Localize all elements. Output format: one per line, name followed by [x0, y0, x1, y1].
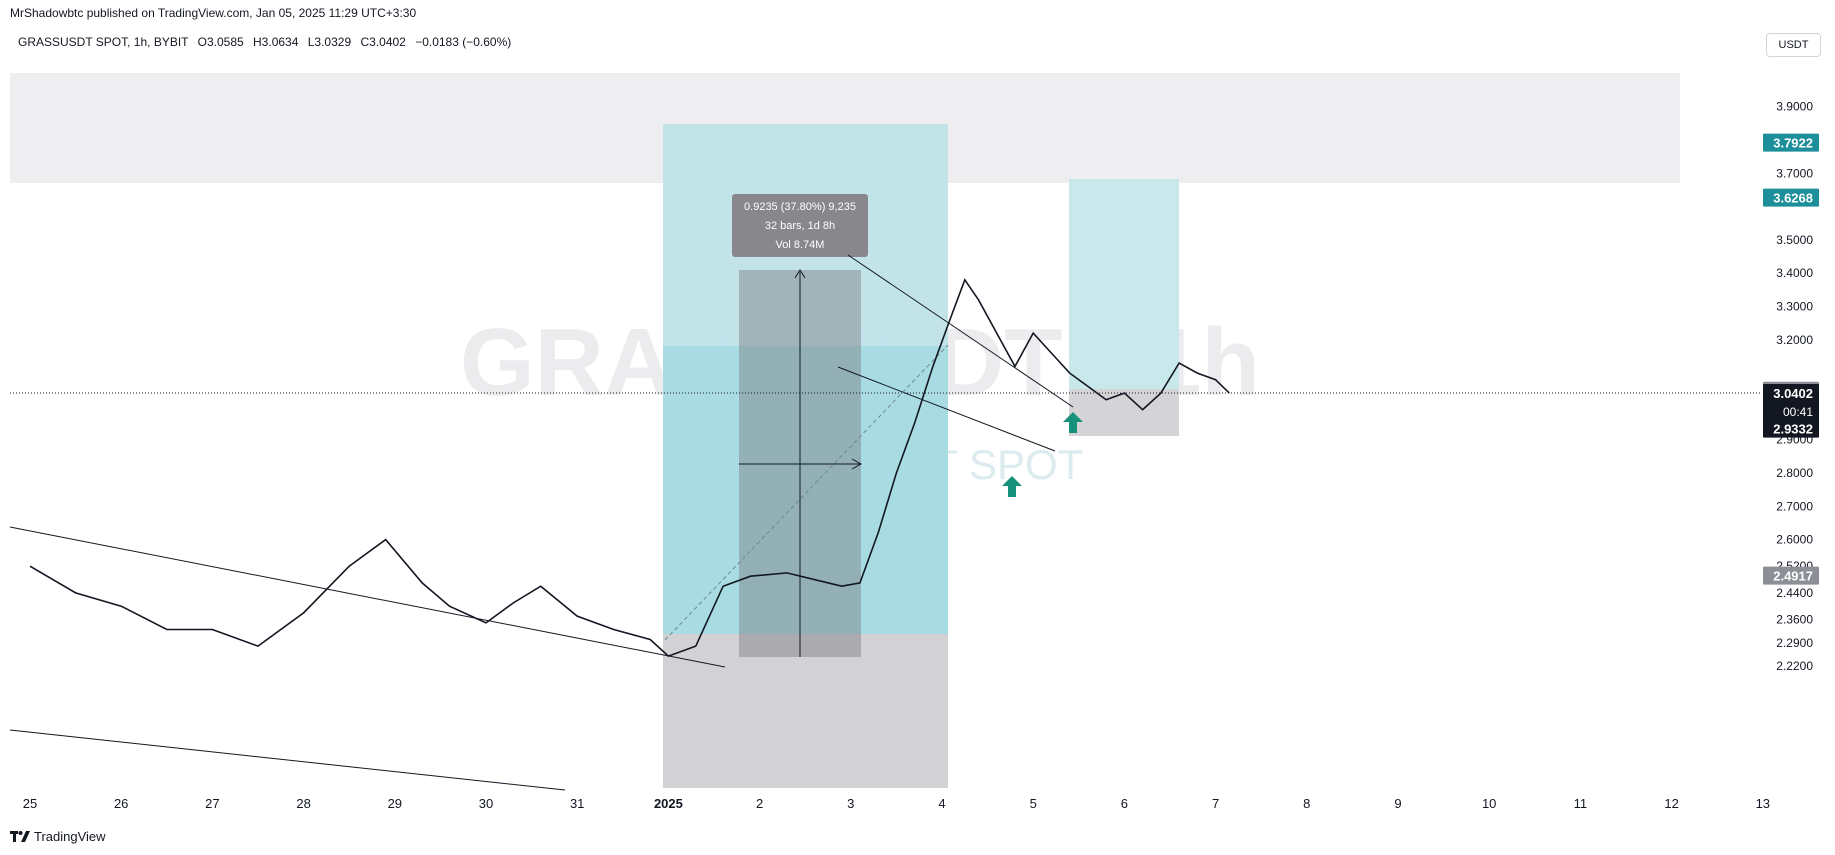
ohlc-close: C3.0402	[360, 35, 406, 49]
time-axis-tick: 25	[23, 796, 37, 811]
time-axis-tick: 7	[1212, 796, 1219, 811]
price-labels: 3.79223.62683.04683.040200:412.93322.491…	[1763, 133, 1819, 585]
tradingview-logo-icon	[10, 830, 30, 842]
time-axis-tick: 2	[756, 796, 763, 811]
long-position-target[interactable]	[663, 346, 948, 634]
time-axis-tick: 13	[1756, 796, 1770, 811]
time-axis-tick: 2025	[654, 796, 683, 811]
time-axis-tick: 26	[114, 796, 128, 811]
time-axis-tick: 3	[847, 796, 854, 811]
time-axis-tick: 5	[1030, 796, 1037, 811]
price-label: 2.9332	[1773, 422, 1813, 437]
symbol-name[interactable]: GRASSUSDT SPOT, 1h, BYBIT	[18, 35, 189, 49]
projection-target[interactable]	[1069, 179, 1179, 389]
long-position-stop[interactable]	[663, 634, 948, 788]
price-axis-tick: 2.6000	[1776, 533, 1813, 547]
time-axis-tick: 30	[479, 796, 493, 811]
wedge-lower-trendline[interactable]	[9, 729, 566, 791]
time-axis-tick: 9	[1394, 796, 1401, 811]
time-axis-tick: 8	[1303, 796, 1310, 811]
currency-button[interactable]: USDT	[1766, 33, 1821, 57]
time-axis-tick: 29	[388, 796, 402, 811]
price-axis-tick: 2.4400	[1776, 586, 1813, 600]
ohlc-open: O3.0585	[197, 35, 244, 49]
time-axis-tick: 4	[938, 796, 945, 811]
price-axis-tick: 3.9000	[1776, 100, 1813, 114]
price-label-box	[1763, 566, 1819, 585]
price-label-countdown: 00:41	[1783, 405, 1813, 419]
price-label-box	[1763, 419, 1819, 438]
price-axis-tick: 3.4000	[1776, 266, 1813, 280]
price-axis-tick: 3.7000	[1776, 166, 1813, 180]
time-axis-tick: 11	[1574, 796, 1588, 811]
time-axis-tick: 31	[570, 796, 584, 811]
time-axis-tick: 10	[1482, 796, 1496, 811]
bullish-arrow-icon	[1002, 476, 1022, 497]
time-axis[interactable]: 25 26 27 28 29 30 31 2025 2 3 4 5 6 7 8 9 10 11 12 13	[23, 796, 1770, 811]
price-label-box	[1763, 188, 1819, 207]
measure-tooltip-line1: 0.9235 (37.80%) 9,235	[744, 201, 856, 213]
tradingview-brand[interactable]: TradingView	[10, 829, 106, 844]
projection-stop[interactable]	[1069, 389, 1179, 436]
measure-horizontal-arrowhead	[851, 458, 863, 470]
price-axis-tick: 3.5000	[1776, 233, 1813, 247]
symbol-legend: GRASSUSDT SPOT, 1h, BYBIT O3.0585 H3.063…	[18, 35, 511, 49]
price-axis-tick: 2.2200	[1776, 659, 1813, 673]
price-axis-tick: 2.7000	[1776, 499, 1813, 513]
ohlc-change: −0.0183 (−0.60%)	[415, 35, 512, 49]
flag-lower-trendline[interactable]	[837, 366, 1056, 452]
brand-name: TradingView	[34, 829, 106, 844]
price-axis-tick: 2.2900	[1776, 636, 1813, 650]
time-axis-tick: 12	[1664, 796, 1678, 811]
price-label: 3.7922	[1773, 136, 1813, 151]
price-axis-tick: 3.3000	[1776, 299, 1813, 313]
measure-vertical-arrowhead	[794, 269, 806, 279]
price-axis-tick: 2.3600	[1776, 613, 1813, 627]
price-label: 3.6268	[1773, 191, 1813, 206]
measure-tooltip-line2: 32 bars, 1d 8h	[765, 220, 835, 232]
publish-line: MrShadowbtc published on TradingView.com…	[10, 6, 417, 20]
price-series-line	[29, 278, 1230, 658]
measure-tooltip-line3: Vol 8.74M	[776, 239, 825, 251]
price-axis-tick: 2.8000	[1776, 466, 1813, 480]
price-label-box	[1763, 384, 1819, 422]
bullish-arrow-icon	[1063, 412, 1083, 433]
price-axis-tick: 3.2000	[1776, 333, 1813, 347]
measure-tooltip	[732, 194, 868, 257]
flag-upper-trendline[interactable]	[847, 254, 1074, 408]
time-axis-tick: 6	[1121, 796, 1128, 811]
price-axis[interactable]: 3.90003.70003.50003.40003.30003.20002.90…	[1776, 100, 1813, 673]
price-label: 3.0402	[1773, 386, 1813, 401]
time-axis-tick: 28	[296, 796, 310, 811]
price-label-box	[1763, 133, 1819, 152]
ohlc-low: L3.0329	[307, 35, 352, 49]
ohlc-high: H3.0634	[253, 35, 299, 49]
price-label: 2.4917	[1773, 569, 1813, 584]
measure-diagonal	[664, 344, 949, 641]
time-axis-tick: 27	[205, 796, 219, 811]
wedge-upper-trendline[interactable]	[9, 526, 726, 668]
